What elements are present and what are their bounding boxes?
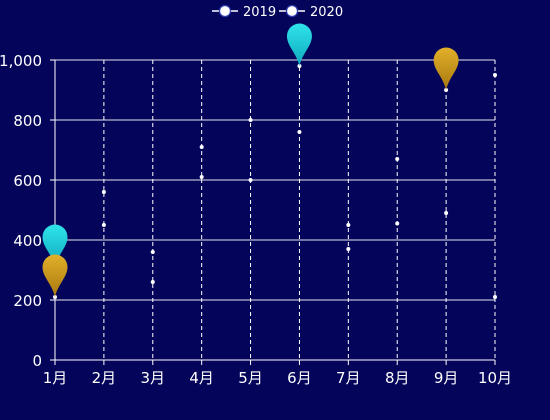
y-tick-label: 600 [13, 172, 42, 190]
data-point-2020[interactable] [346, 247, 351, 251]
legend[interactable]: 2019 2020 [212, 4, 343, 20]
x-tick-label: 1月 [43, 369, 68, 387]
data-point-2019[interactable] [493, 73, 497, 77]
data-point-2020[interactable] [395, 221, 400, 226]
data-point-2020[interactable] [248, 178, 253, 182]
x-tick-label: 7月 [336, 369, 361, 387]
grid [55, 59, 496, 360]
data-point-2020[interactable] [150, 280, 155, 284]
x-tick-label: 3月 [141, 369, 166, 387]
y-tick-label: 400 [13, 232, 42, 250]
pin-marker-2020-max[interactable] [433, 47, 459, 90]
legend-item-2019[interactable]: 2019 [212, 4, 276, 20]
data-point-2020[interactable] [297, 130, 302, 134]
x-tick-label: 10月 [478, 369, 512, 387]
data-point-2019[interactable] [395, 157, 400, 161]
data-point-2019[interactable] [248, 118, 253, 122]
legend-symbol [218, 4, 232, 18]
legend-label: 2020 [310, 5, 343, 20]
x-tick-label: 4月 [189, 369, 214, 387]
data-point-2019[interactable] [346, 223, 351, 227]
pin-marker-2019-min[interactable] [42, 224, 68, 267]
pin-marker-2020-min[interactable] [42, 254, 68, 297]
y-tick-label: 800 [13, 112, 42, 130]
y-tick-label: 1,000 [0, 52, 42, 70]
pin-markers [42, 23, 459, 297]
data-point-2020[interactable] [199, 175, 204, 179]
x-tick-label: 5月 [238, 369, 263, 387]
legend-symbol [285, 4, 299, 18]
data-points [53, 64, 497, 299]
x-tick-label: 9月 [434, 369, 459, 387]
axes: 0 200 400 600 800 1,000 1月 2月 3月 4月 5月 6月 7月 8月 9月 10月 [0, 52, 512, 387]
y-tick-label: 200 [13, 292, 42, 310]
data-point-2020[interactable] [101, 223, 106, 227]
data-point-2019[interactable] [199, 145, 204, 149]
data-point-2019[interactable] [150, 250, 155, 254]
y-tick-label: 0 [32, 352, 42, 370]
data-point-2020[interactable] [493, 295, 497, 299]
data-point-2019[interactable] [444, 211, 449, 215]
legend-label: 2019 [243, 5, 276, 20]
x-tick-label: 6月 [287, 369, 312, 387]
data-point-2019[interactable] [101, 190, 106, 194]
pin-marker-2019-max[interactable] [286, 23, 312, 66]
legend-item-2020[interactable]: 2020 [279, 4, 343, 20]
x-tick-label: 2月 [92, 369, 117, 387]
x-tick-label: 8月 [385, 369, 410, 387]
